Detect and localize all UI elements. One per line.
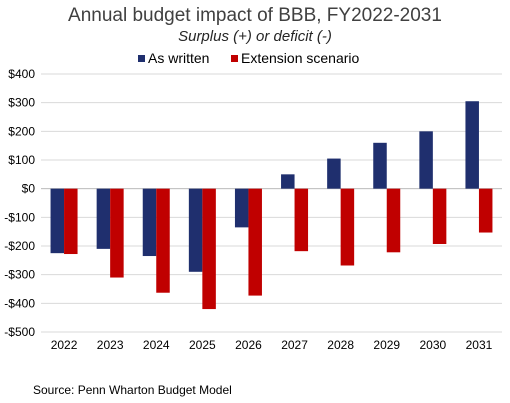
y-tick-label: -$400 xyxy=(4,296,35,310)
bar-extension-2031 xyxy=(478,188,493,233)
y-tick-label: $0 xyxy=(22,182,36,196)
bar-extension-2030 xyxy=(432,188,447,244)
bar-as-written-2031 xyxy=(465,101,479,189)
bar-extension-2028 xyxy=(340,188,355,266)
bar-extension-2026 xyxy=(248,188,262,296)
x-tick-label: 2022 xyxy=(51,338,78,352)
x-tick-label: 2031 xyxy=(466,338,493,352)
y-tick-label: -$500 xyxy=(4,325,35,339)
source-note: Source: Penn Wharton Budget Model xyxy=(33,383,232,397)
bar-as-written-2027 xyxy=(281,174,295,189)
bar-as-written-2028 xyxy=(327,158,341,189)
legend-label: Extension scenario xyxy=(241,50,360,66)
x-tick-label: 2027 xyxy=(281,338,308,352)
y-tick-label: $100 xyxy=(8,153,35,167)
legend-swatch xyxy=(138,55,145,62)
y-tick-label: $400 xyxy=(8,67,35,81)
chart-title: Annual budget impact of BBB, FY2022-2031 xyxy=(68,5,442,26)
chart-subtitle: Surplus (+) or deficit (-) xyxy=(178,28,332,45)
bar-extension-2025 xyxy=(202,188,216,310)
x-tick-label: 2025 xyxy=(189,338,216,352)
bar-extension-2023 xyxy=(110,188,124,278)
x-tick-label: 2023 xyxy=(97,338,124,352)
legend-label: As written xyxy=(148,50,209,66)
x-axis-ticks: 2022 2023 2024 2025 2026 2027 2028 2029 2030 2031 xyxy=(51,338,493,352)
bars xyxy=(50,101,493,310)
bar-as-written-2023 xyxy=(96,188,111,249)
y-tick-label: -$300 xyxy=(4,268,35,282)
bar-extension-2029 xyxy=(386,188,401,253)
bar-as-written-2026 xyxy=(234,188,249,228)
x-tick-label: 2028 xyxy=(327,338,354,352)
bar-as-written-2029 xyxy=(373,142,387,189)
y-tick-label: -$100 xyxy=(4,210,35,224)
bar-as-written-2022 xyxy=(50,188,65,254)
bar-as-written-2030 xyxy=(419,131,433,189)
x-tick-label: 2026 xyxy=(235,338,262,352)
y-tick-label: $300 xyxy=(8,96,35,110)
x-tick-label: 2029 xyxy=(373,338,400,352)
x-tick-label: 2024 xyxy=(143,338,170,352)
x-tick-label: 2030 xyxy=(419,338,446,352)
y-tick-label: $200 xyxy=(8,124,35,138)
legend: As written Extension scenario xyxy=(138,50,360,66)
y-tick-label: -$200 xyxy=(4,239,35,253)
bar-as-written-2025 xyxy=(188,188,203,272)
bar-as-written-2024 xyxy=(142,188,157,257)
legend-swatch xyxy=(231,55,238,62)
bar-extension-2022 xyxy=(64,188,78,255)
bar-extension-2027 xyxy=(294,188,309,252)
y-axis-ticks: $400 $300 $200 $100 $0 -$100 -$200 -$300 -$400 -$… xyxy=(4,67,35,339)
bar-extension-2024 xyxy=(156,188,170,293)
